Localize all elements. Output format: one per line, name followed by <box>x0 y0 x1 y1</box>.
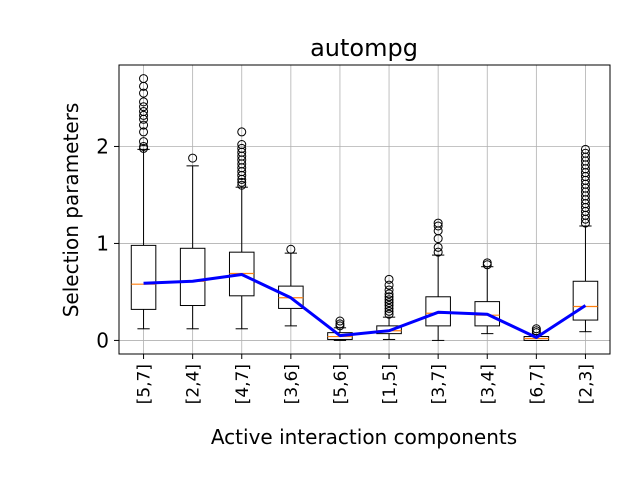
flier <box>335 319 345 329</box>
flier <box>384 295 394 305</box>
flier <box>237 140 247 150</box>
flier <box>139 88 149 98</box>
x-axis-label: Active interaction components <box>211 425 517 449</box>
chart-title: autompg <box>310 34 418 62</box>
flier <box>139 107 149 117</box>
flier <box>433 221 443 231</box>
flier <box>384 303 394 313</box>
flier <box>384 274 394 284</box>
box-[2,4] <box>179 153 206 330</box>
flier <box>237 143 247 153</box>
x-tick-label: [5,6] <box>331 364 351 404</box>
box-[3,4] <box>474 258 501 335</box>
flier <box>139 120 149 130</box>
x-tick-label: [6,7] <box>527 364 547 404</box>
flier <box>384 285 394 295</box>
box-[5,7] <box>130 74 157 330</box>
x-tick-label: [3,4] <box>478 364 498 404</box>
flier <box>433 218 443 228</box>
flier <box>384 306 394 316</box>
flier <box>139 110 149 120</box>
flier <box>384 280 394 290</box>
flier <box>237 180 247 190</box>
flier <box>433 242 443 252</box>
flier <box>482 258 492 268</box>
flier <box>237 177 247 187</box>
box-iqr <box>572 280 599 321</box>
flier <box>531 324 541 334</box>
y-tick-label: 1 <box>96 231 109 255</box>
flier <box>433 247 443 257</box>
flier <box>384 301 394 311</box>
flier <box>384 289 394 299</box>
box-iqr <box>179 247 206 307</box>
flier <box>139 127 149 137</box>
x-tick-label: [4,7] <box>233 364 253 404</box>
plot-frame <box>118 64 611 355</box>
y-axis-label: Selection parameters <box>59 103 83 318</box>
axis-layer: 0 1 2 [5,7] [2,4] [4,7] [3,6] [5,6] [1,5] [3,7] [3… <box>96 134 596 404</box>
x-tick-label: [2,3] <box>576 364 596 404</box>
flier <box>237 127 247 137</box>
flier <box>580 148 590 158</box>
flier <box>335 316 345 326</box>
flier <box>139 137 149 147</box>
x-tick-label: [3,6] <box>282 364 302 404</box>
y-tick-label: 2 <box>96 134 109 158</box>
x-tick-label: [5,7] <box>135 364 155 404</box>
mean-line <box>143 272 587 340</box>
flier <box>384 309 394 319</box>
y-tick-label: 0 <box>96 328 109 352</box>
flier <box>139 141 149 151</box>
flier <box>580 144 590 154</box>
flier <box>188 153 198 163</box>
x-tick-label: [3,7] <box>429 364 449 404</box>
flier <box>139 102 149 112</box>
flier <box>139 74 149 84</box>
flier <box>384 298 394 308</box>
flier <box>286 244 296 254</box>
flier <box>139 97 149 107</box>
box-layer <box>130 74 599 341</box>
x-tick-label: [2,4] <box>184 364 204 404</box>
mean-line-layer <box>143 272 587 340</box>
x-tick-label: [1,5] <box>380 364 400 404</box>
box-iqr <box>130 244 157 310</box>
flier <box>384 292 394 302</box>
box-[3,6] <box>278 244 304 327</box>
box-[2,3] <box>572 144 599 333</box>
